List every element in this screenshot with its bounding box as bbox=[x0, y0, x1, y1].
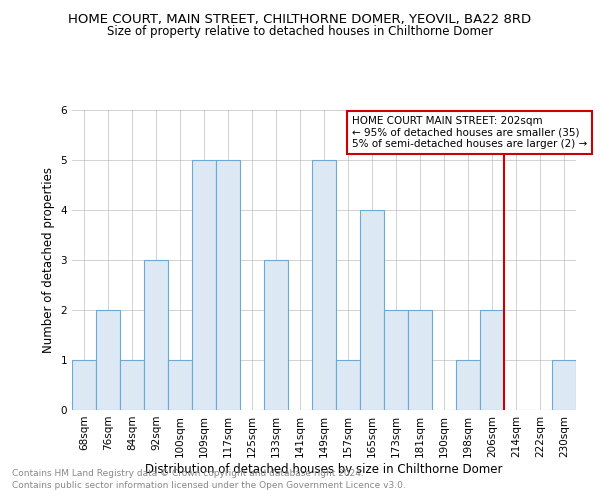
Bar bbox=[96, 310, 120, 410]
Bar bbox=[456, 360, 480, 410]
Bar bbox=[72, 360, 96, 410]
Bar bbox=[552, 360, 576, 410]
Bar bbox=[120, 360, 144, 410]
Bar bbox=[312, 160, 336, 410]
Text: HOME COURT MAIN STREET: 202sqm
← 95% of detached houses are smaller (35)
5% of s: HOME COURT MAIN STREET: 202sqm ← 95% of … bbox=[352, 116, 587, 149]
Text: HOME COURT, MAIN STREET, CHILTHORNE DOMER, YEOVIL, BA22 8RD: HOME COURT, MAIN STREET, CHILTHORNE DOME… bbox=[68, 12, 532, 26]
Bar bbox=[168, 360, 192, 410]
Bar bbox=[480, 310, 504, 410]
Bar bbox=[144, 260, 168, 410]
Bar bbox=[216, 160, 240, 410]
Text: Contains public sector information licensed under the Open Government Licence v3: Contains public sector information licen… bbox=[12, 481, 406, 490]
Y-axis label: Number of detached properties: Number of detached properties bbox=[42, 167, 55, 353]
Bar bbox=[192, 160, 216, 410]
Text: Contains HM Land Registry data © Crown copyright and database right 2024.: Contains HM Land Registry data © Crown c… bbox=[12, 468, 364, 477]
Bar bbox=[384, 310, 408, 410]
Text: Size of property relative to detached houses in Chilthorne Domer: Size of property relative to detached ho… bbox=[107, 25, 493, 38]
Bar bbox=[408, 310, 432, 410]
Bar bbox=[360, 210, 384, 410]
Bar bbox=[264, 260, 288, 410]
Bar bbox=[336, 360, 360, 410]
X-axis label: Distribution of detached houses by size in Chilthorne Domer: Distribution of detached houses by size … bbox=[145, 462, 503, 475]
